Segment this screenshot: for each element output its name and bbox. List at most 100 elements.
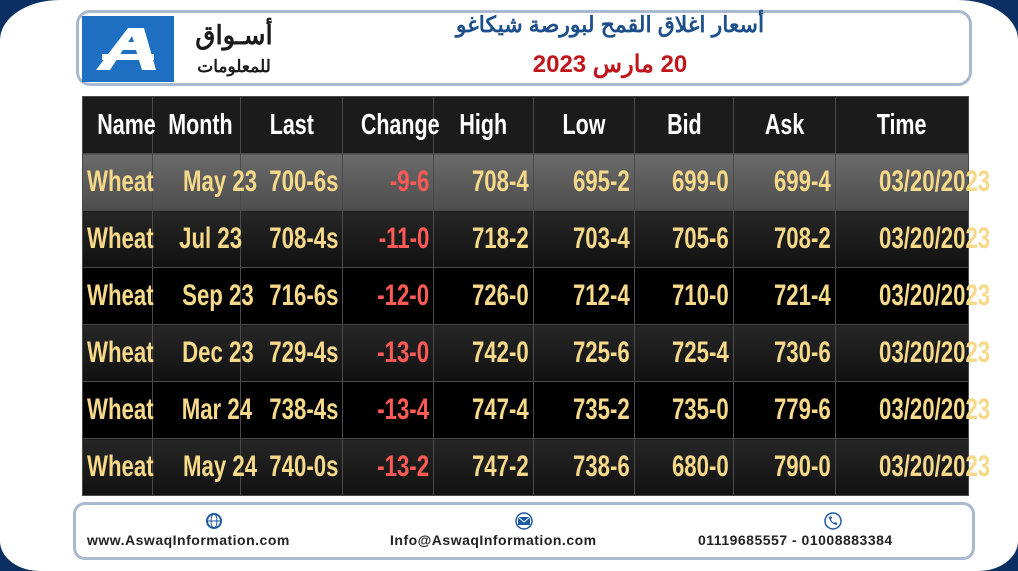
cell-text: 738-6 [573,450,630,483]
table-cell: 03/20/2023 [835,381,990,439]
logo-subtext: للمعلومات [197,57,271,77]
table-row: Wheat May 23 700-6s -9-6 708-4 695-2 699-0 699-… [82,153,990,211]
cell-text: 735-0 [672,393,729,426]
table-cell: 03/20/2023 [835,324,990,382]
table-cell: -9-6 [342,153,434,211]
cell-text: 747-4 [472,393,529,426]
table-cell: Wheat [82,210,154,268]
table-row: Wheat Mar 24 738-4s -13-4 747-4 735-2 735-0 779… [82,381,990,439]
table-cell: Wheat [82,438,154,496]
table-row: Wheat Jul 23 708-4s -11-0 718-2 703-4 705-6 708… [82,210,990,268]
column-header: High [433,96,534,154]
table-cell: 747-4 [433,381,534,439]
column-header: Name [82,96,156,154]
cell-text: 708-4s [269,222,339,255]
table-cell: 735-2 [533,381,635,439]
phone-icon [824,512,842,530]
cell-text: 03/20/2023 [879,222,991,255]
cell-text: -13-2 [377,450,429,483]
table-cell: 729-4s [240,324,343,382]
table-cell: Mar 24 [152,381,252,439]
cell-text: 700-6s [269,165,339,198]
table-cell: -12-0 [342,267,434,325]
cell-text: -13-0 [377,336,429,369]
column-header-text: Name [97,108,156,141]
cell-text: 790-0 [774,450,831,483]
cell-text: 695-2 [573,165,630,198]
cell-text: Wheat [87,279,154,312]
cell-text: 03/20/2023 [879,393,991,426]
cell-text: 699-4 [774,165,831,198]
table-cell: 742-0 [433,324,534,382]
table-cell: 725-4 [634,324,734,382]
cell-text: 726-0 [472,279,529,312]
cell-text: 03/20/2023 [879,450,991,483]
cell-text: May 23 [183,165,258,198]
table-row: Wheat May 24 740-0s -13-2 747-2 738-6 680-0 790… [82,438,990,496]
table-cell: 718-2 [433,210,534,268]
cell-text: Jul 23 [179,222,243,255]
footer-box [73,502,975,560]
cell-text: 725-6 [573,336,630,369]
cell-text: Wheat [87,336,154,369]
table-cell: 03/20/2023 [835,438,990,496]
table-cell: 705-6 [634,210,734,268]
table-cell: Wheat [82,324,154,382]
website: www.AswaqInformation.com [87,532,290,548]
cell-text: 738-4s [269,393,339,426]
table-cell: 03/20/2023 [835,153,990,211]
column-header: Month [152,96,241,154]
table-cell: 03/20/2023 [835,267,990,325]
logo-text: أسـواق [195,17,272,51]
cell-text: May 24 [183,450,258,483]
table-cell: 710-0 [634,267,734,325]
table-cell: 738-6 [533,438,635,496]
table-cell: Wheat [82,381,154,439]
table-row: Wheat Dec 23 729-4s -13-0 742-0 725-6 725-4 730… [82,324,990,382]
column-header-text: Bid [666,108,702,141]
table-cell: 740-0s [240,438,343,496]
table-cell: May 24 [152,438,257,496]
cell-text: 03/20/2023 [879,165,991,198]
cell-text: -13-4 [377,393,429,426]
date: 20 مارس 2023 [532,51,688,78]
column-header-text: Last [269,108,314,141]
table-cell: 721-4 [733,267,836,325]
cell-text: 721-4 [774,279,831,312]
cell-text: 735-2 [573,393,630,426]
column-header-text: Month [168,108,233,141]
table-cell: 747-2 [433,438,534,496]
column-header: Change [342,96,440,154]
cell-text: Wheat [87,393,154,426]
cell-text: Wheat [87,450,154,483]
column-header: Time [835,96,969,154]
table-body: Wheat May 23 700-6s -9-6 708-4 695-2 699-0 699-… [82,153,990,496]
cell-text: 03/20/2023 [879,336,991,369]
phones: 01119685557 - 01008883384 [698,532,893,548]
cell-text: 742-0 [472,336,529,369]
cell-text: 03/20/2023 [879,279,991,312]
table-cell: 790-0 [733,438,836,496]
table-cell: -11-0 [342,210,434,268]
table-cell: 716-6s [240,267,343,325]
cell-text: -12-0 [377,279,429,312]
column-header: Last [240,96,343,154]
column-header-text: High [459,108,508,141]
column-header: Low [533,96,635,154]
table-cell: Wheat [82,267,154,325]
cell-text: 716-6s [269,279,339,312]
column-header: Ask [733,96,836,154]
cell-text: 718-2 [472,222,529,255]
table-cell: 680-0 [634,438,734,496]
cell-text: 747-2 [472,450,529,483]
cell-text: 708-4 [472,165,529,198]
cell-text: Sep 23 [182,279,254,312]
cell-text: 779-6 [774,393,831,426]
cell-text: 712-4 [573,279,630,312]
table-cell: -13-2 [342,438,434,496]
column-header-text: Low [562,108,606,141]
logo-bar [102,54,154,60]
table-row: Wheat Sep 23 716-6s -12-0 726-0 712-4 710-0 721… [82,267,990,325]
table-cell: 703-4 [533,210,635,268]
